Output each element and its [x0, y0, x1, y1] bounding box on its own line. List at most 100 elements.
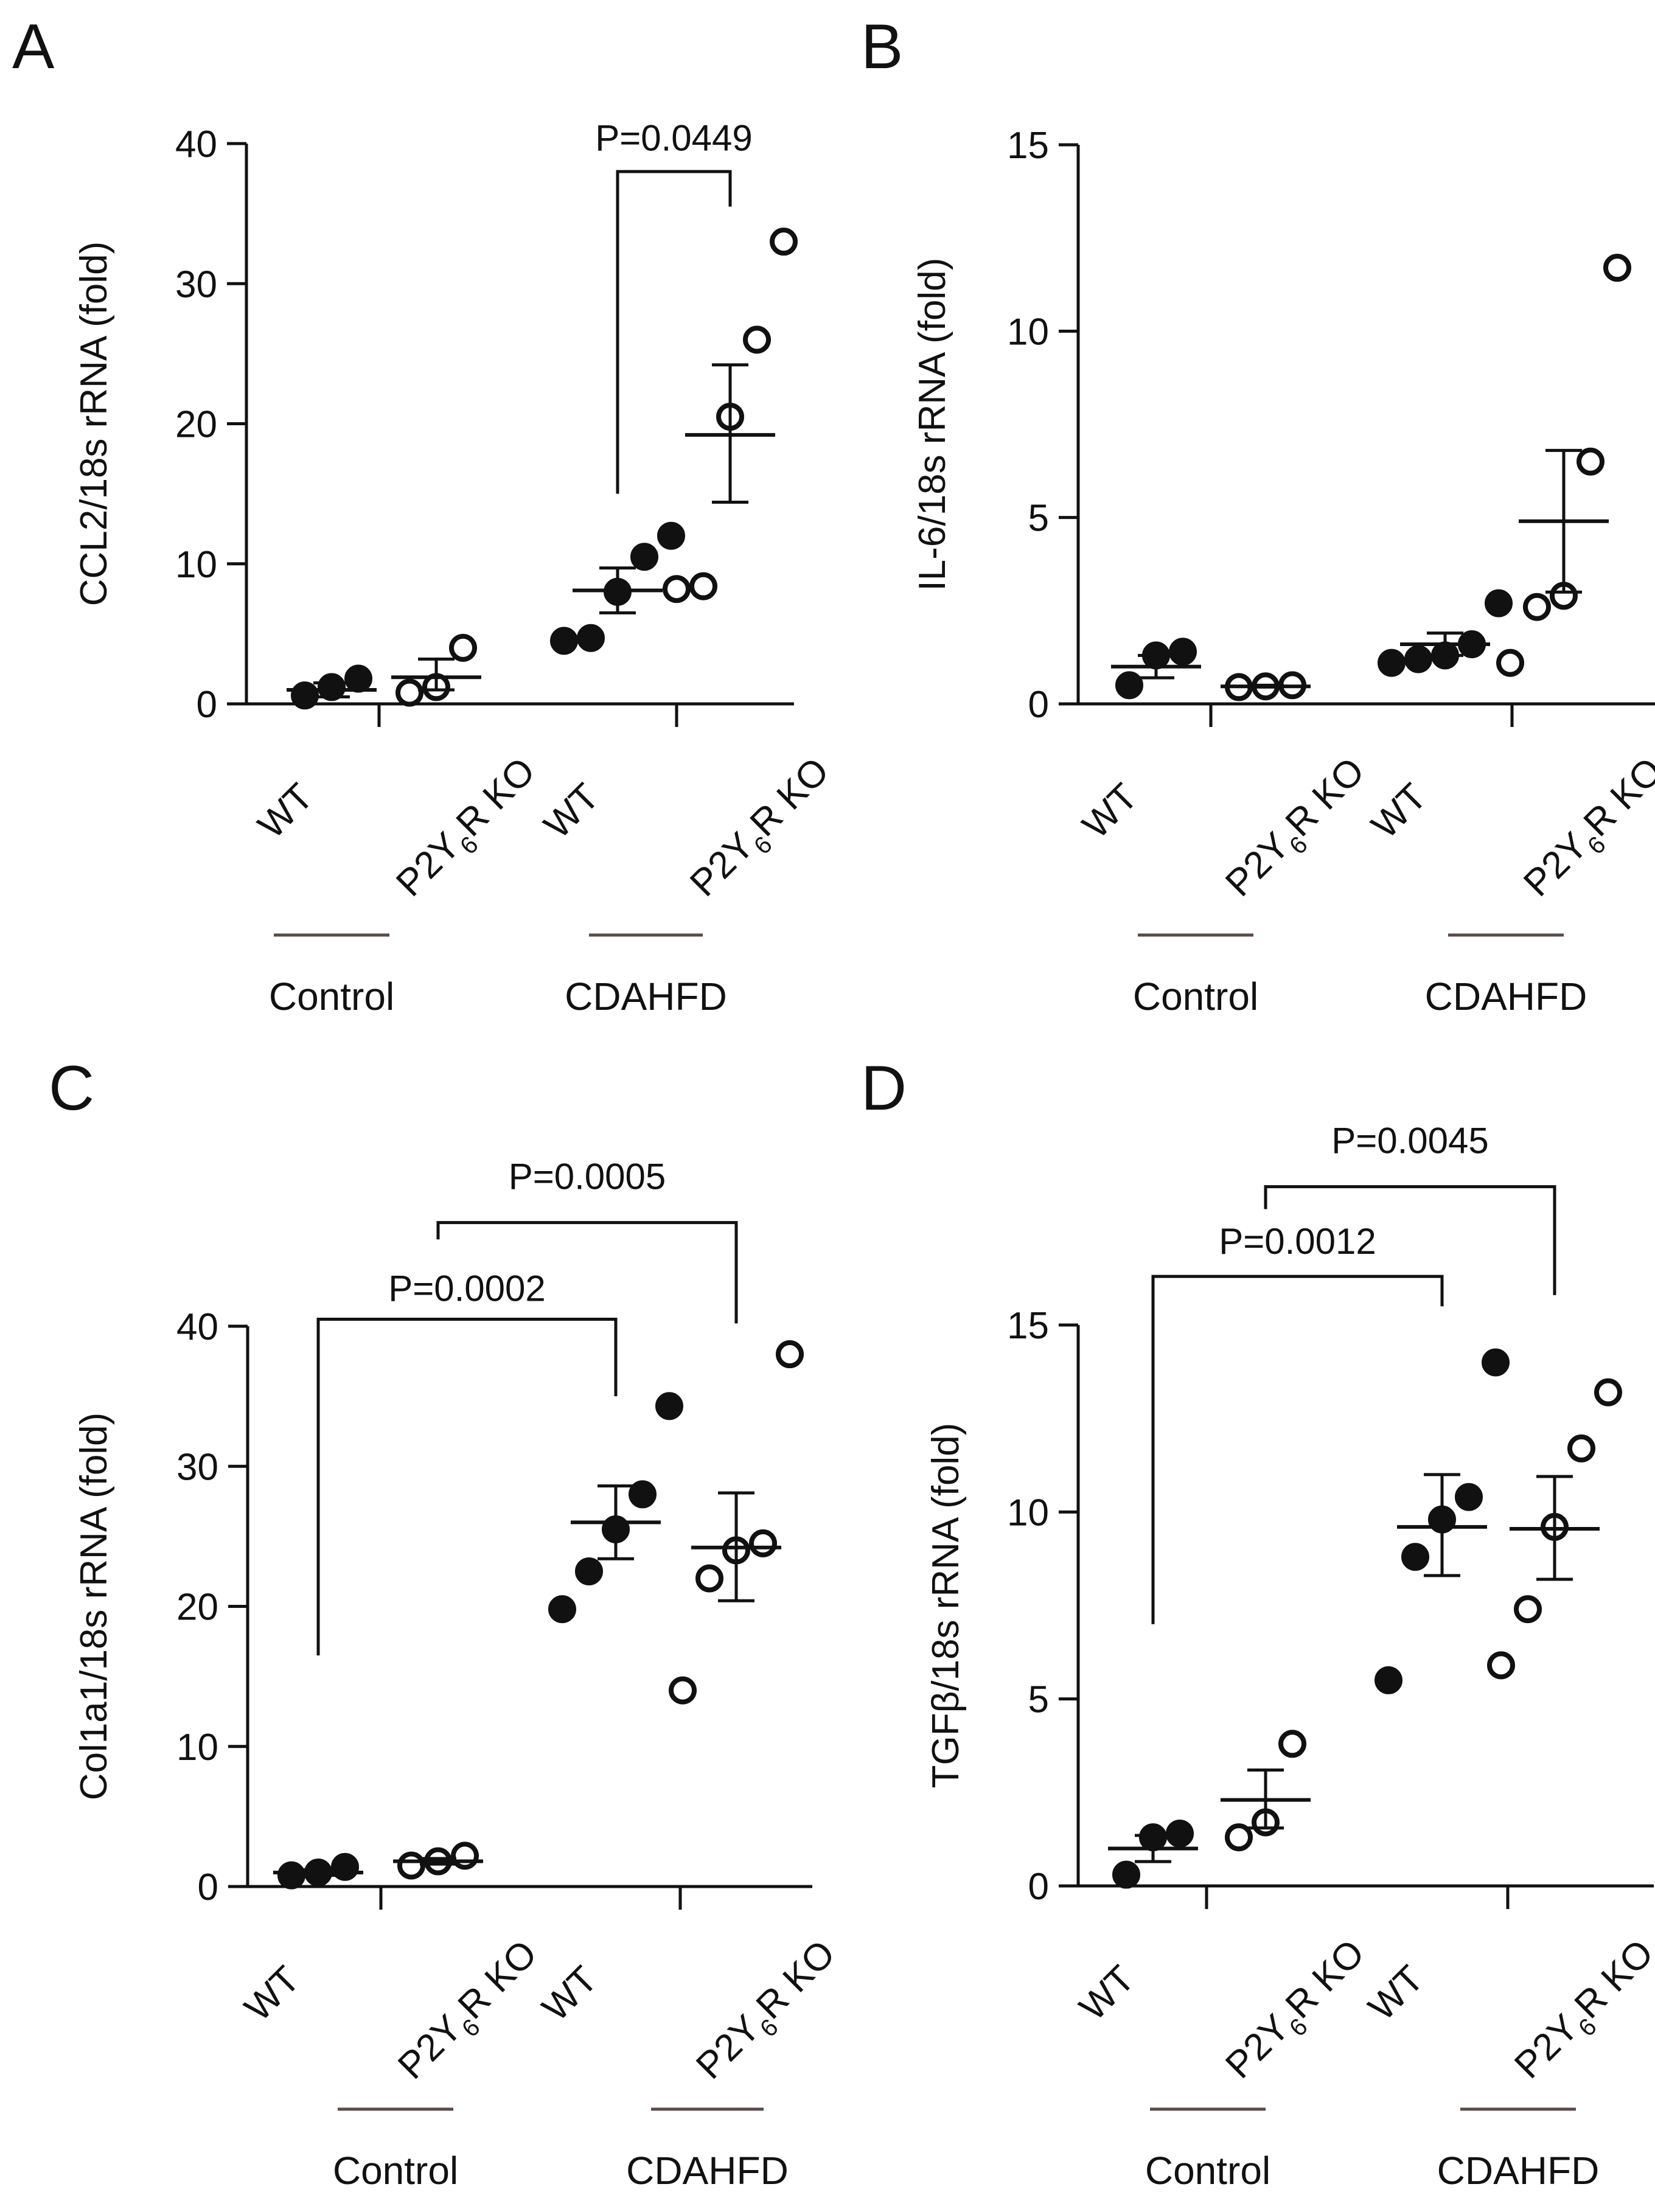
- data-point: [449, 633, 477, 662]
- panel-letter: D: [861, 1053, 907, 1124]
- data-point: [1112, 1860, 1140, 1889]
- y-tick-label: 10: [175, 544, 217, 586]
- panel-letter: C: [49, 1053, 94, 1124]
- panel-letter: B: [861, 12, 903, 82]
- data-point: [695, 1564, 723, 1593]
- data-point: [1404, 645, 1432, 673]
- data-point: [1487, 1651, 1515, 1680]
- data-point: [1166, 1819, 1194, 1848]
- category-label: WT: [1071, 1958, 1143, 2029]
- data-point: [1225, 1823, 1253, 1852]
- data-point: [1577, 447, 1604, 476]
- y-tick-label: 20: [175, 404, 217, 446]
- category-label-part: R KO: [742, 750, 837, 844]
- y-tick-label: 15: [1007, 125, 1049, 167]
- data-point: [657, 521, 685, 550]
- category-label-part: P2Y: [1516, 824, 1596, 905]
- category-label-part: R KO: [748, 1932, 843, 2027]
- category-label: WT: [1364, 776, 1435, 847]
- category-label: P2Y6R KO: [388, 750, 549, 910]
- category-label-part: R KO: [1576, 750, 1655, 844]
- data-point: [1378, 649, 1406, 677]
- y-axis-label: TGFβ/18s rRNA (fold): [925, 1423, 967, 1789]
- data-point: [1401, 1543, 1429, 1571]
- y-tick-label: 5: [1028, 1679, 1049, 1721]
- data-point: [548, 1595, 576, 1624]
- data-point: [749, 1529, 777, 1557]
- category-label: WT: [1361, 1958, 1432, 2029]
- p-value-label: P=0.0449: [595, 118, 753, 159]
- group-label: Control: [333, 2149, 458, 2193]
- y-tick-label: 5: [1028, 498, 1049, 540]
- data-point: [669, 1676, 697, 1705]
- data-point: [291, 681, 319, 710]
- data-point: [1278, 1730, 1306, 1758]
- data-point: [1567, 1434, 1595, 1462]
- data-point: [331, 1852, 359, 1881]
- significance-bracket: [616, 170, 732, 494]
- category-label: P2Y6R KO: [1218, 750, 1378, 910]
- data-point: [629, 1480, 657, 1509]
- data-point: [1115, 671, 1143, 700]
- category-label-part: P2Y: [1218, 824, 1298, 905]
- data-point: [630, 543, 658, 571]
- data-point: [689, 572, 717, 600]
- data-point: [770, 228, 798, 256]
- category-label: WT: [534, 1958, 605, 2029]
- y-tick-label: 20: [176, 1587, 218, 1629]
- data-point: [395, 678, 423, 707]
- category-label: P2Y6R KO: [1507, 1932, 1655, 2092]
- group-label: CDAHFD: [1425, 975, 1587, 1018]
- category-label-part: R KO: [450, 1932, 545, 2027]
- data-point: [1169, 638, 1197, 666]
- category-label: WT: [536, 776, 607, 847]
- data-point: [1496, 649, 1524, 677]
- category-label-part: R KO: [1278, 1932, 1373, 2026]
- data-point: [1514, 1595, 1542, 1624]
- data-point: [577, 624, 605, 652]
- category-label: WT: [250, 776, 321, 847]
- data-point: [663, 575, 691, 603]
- data-point: [1603, 254, 1631, 282]
- category-label: P2Y6R KO: [390, 1932, 551, 2093]
- data-point: [550, 627, 578, 655]
- data-point: [743, 325, 771, 354]
- category-label-part: P2Y: [1507, 2006, 1587, 2087]
- category-label: P2Y6R KO: [1218, 1932, 1378, 2092]
- y-tick-label: 0: [1028, 1866, 1049, 1908]
- group-label: Control: [1145, 2149, 1270, 2193]
- y-tick-label: 0: [1028, 684, 1049, 726]
- y-tick-label: 15: [1007, 1305, 1049, 1347]
- category-label-part: R KO: [1567, 1932, 1655, 2026]
- significance-bracket: [1151, 1275, 1444, 1624]
- category-label-part: R KO: [448, 750, 543, 844]
- p-value-label: P=0.0002: [388, 1268, 546, 1309]
- data-point: [1523, 593, 1551, 621]
- significance-bracket: [436, 1221, 738, 1324]
- category-label: WT: [237, 1958, 308, 2029]
- category-label-part: P2Y: [1218, 2006, 1298, 2087]
- data-point: [655, 1392, 683, 1421]
- group-label: CDAHFD: [1437, 2149, 1600, 2193]
- panel-letter: A: [12, 12, 55, 82]
- data-point: [575, 1557, 603, 1585]
- y-tick-label: 10: [1007, 1492, 1049, 1534]
- category-label-part: P2Y: [688, 2007, 768, 2087]
- data-point: [451, 1842, 479, 1870]
- p-value-label: P=0.0005: [509, 1156, 666, 1197]
- y-tick-label: 10: [176, 1727, 218, 1769]
- data-point: [1485, 589, 1513, 617]
- data-point: [344, 664, 372, 693]
- group-label: CDAHFD: [626, 2149, 789, 2193]
- y-axis-label: CCL2/18s rRNA (fold): [73, 242, 115, 607]
- category-label-part: P2Y: [390, 2007, 470, 2087]
- category-label: WT: [1075, 776, 1146, 847]
- data-point: [1482, 1348, 1510, 1377]
- data-point: [397, 1851, 425, 1880]
- significance-bracket: [1264, 1185, 1556, 1295]
- data-point: [776, 1340, 804, 1369]
